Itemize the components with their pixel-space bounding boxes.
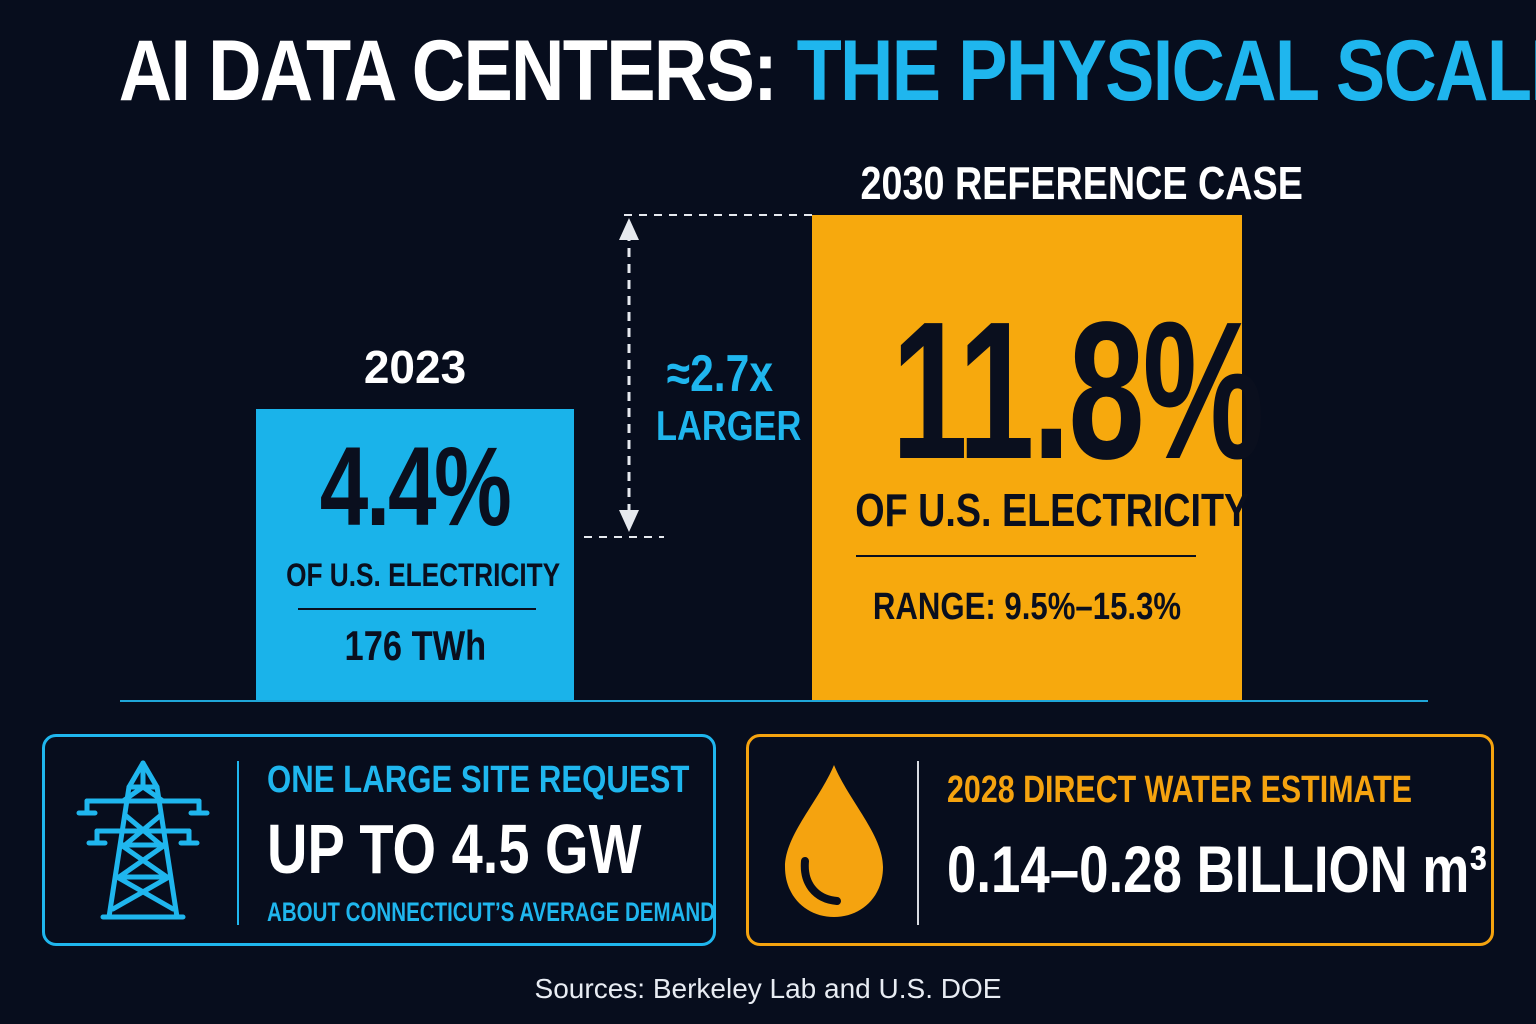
bar-subtitle-2030: OF U.S. ELECTRICITY (855, 484, 1250, 536)
bar-value-2030: 11.8% (891, 281, 1264, 500)
bar-separator-2030 (856, 555, 1196, 557)
multiplier-annotation: ≈2.7x LARGER (640, 345, 802, 450)
bar-detail-2030: RANGE: 9.5%–15.3% (872, 586, 1182, 628)
water-estimate-value: 0.14–0.28 BILLION m³ (947, 832, 1487, 906)
comparison-arrow (584, 214, 812, 538)
multiplier-value: ≈2.7x (666, 345, 774, 403)
bar-detail-2023: 176 TWh (344, 622, 486, 669)
bar-2030: 11.8% OF U.S. ELECTRICITY RANGE: 9.5%–15… (812, 215, 1265, 701)
title-part-blue: THE PHYSICAL SCALE (796, 23, 1536, 119)
water-estimate-heading: 2028 DIRECT WATER ESTIMATE (947, 769, 1413, 811)
card-divider (917, 761, 919, 925)
page-title: AI DATA CENTERS: THE PHYSICAL SCALE (0, 22, 1536, 121)
site-request-value: UP TO 4.5 GW (267, 810, 642, 888)
bar-chart: 2023 4.4% OF U.S. ELECTRICITY 176 TWh ≈2… (120, 157, 1428, 702)
sources-footnote: Sources: Berkeley Lab and U.S. DOE (534, 973, 1002, 1004)
bar-category-label-2023: 2023 (363, 341, 467, 393)
multiplier-label: LARGER (655, 402, 802, 449)
water-estimate-card: 2028 DIRECT WATER ESTIMATE 0.14–0.28 BIL… (746, 734, 1494, 946)
bar-2023: 4.4% OF U.S. ELECTRICITY 176 TWh (256, 409, 574, 701)
card-divider (237, 761, 239, 925)
bar-separator-2023 (298, 608, 536, 610)
bar-subtitle-2023: OF U.S. ELECTRICITY (286, 557, 561, 593)
power-tower-icon (76, 760, 210, 920)
title-part-white: AI DATA CENTERS: (118, 23, 778, 119)
bar-category-label-2030: 2030 REFERENCE CASE (860, 157, 1303, 209)
site-request-heading: ONE LARGE SITE REQUEST (267, 759, 690, 801)
water-drop-icon (785, 765, 883, 917)
site-request-card: ONE LARGE SITE REQUEST UP TO 4.5 GW ABOU… (42, 734, 716, 946)
site-request-note: ABOUT CONNECTICUT’S AVERAGE DEMAND (267, 897, 716, 927)
chart-baseline (120, 700, 1428, 702)
bar-value-2023: 4.4% (320, 424, 512, 549)
